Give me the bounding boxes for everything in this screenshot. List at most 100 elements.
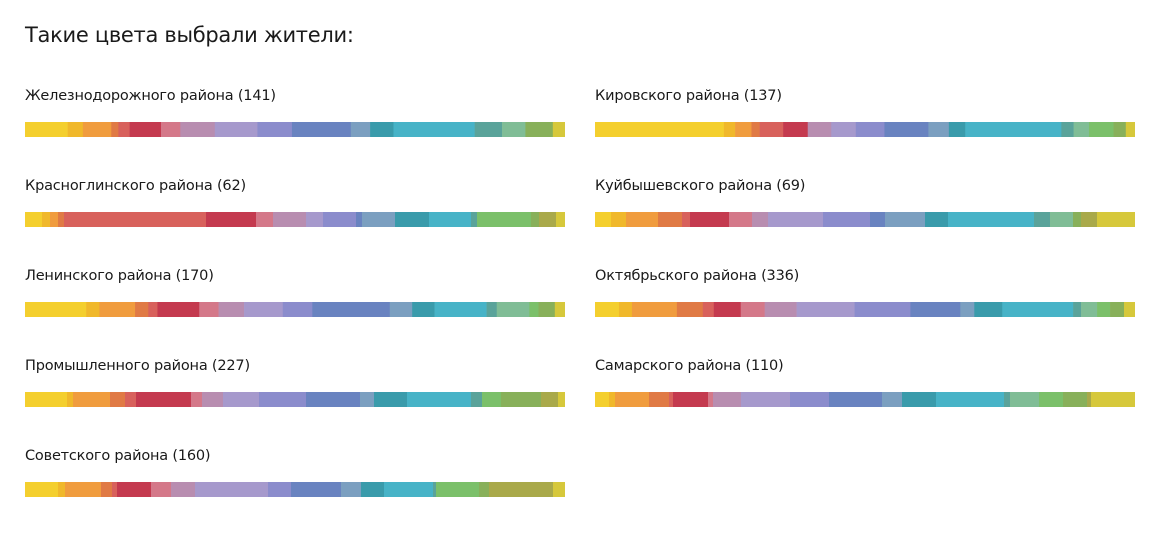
district-item: Промышленного района (227) [25,356,565,407]
color-segment [882,392,903,407]
district-item: Кировского района (137) [595,86,1135,137]
color-segment [259,392,307,407]
color-segment [99,302,136,317]
color-segment [673,392,709,407]
color-segment [1110,302,1125,317]
color-segment [82,122,112,137]
color-segment [855,122,885,137]
color-segment [436,482,480,497]
color-segment [73,392,111,407]
district-item: Советского района (160) [25,446,565,497]
color-segment [1113,122,1127,137]
color-segment [111,122,119,137]
color-segment [1088,122,1114,137]
bar-svg [595,212,1135,227]
color-segment [631,302,678,317]
color-segment [823,212,871,227]
color-distribution-bar [595,392,1135,407]
color-segment [117,482,152,497]
color-segment [67,392,74,407]
color-segment [538,302,556,317]
color-segment [751,122,760,137]
color-segment [1061,122,1074,137]
color-segment [1081,302,1098,317]
color-segment [1097,212,1135,227]
bar-svg [595,122,1135,137]
color-segment [389,302,413,317]
color-segment [531,212,540,227]
bar-svg [595,392,1135,407]
color-segment [67,122,84,137]
district-label: Октябрьского района (336) [595,268,800,284]
color-segment [360,392,375,407]
color-segment [831,122,857,137]
color-segment [218,302,245,317]
color-segment [1039,392,1064,407]
color-segment [1073,212,1082,227]
color-segment [768,212,824,227]
color-segment [101,482,113,497]
color-segment [1125,122,1135,137]
color-distribution-bar [25,482,565,497]
color-segment [796,302,855,317]
color-segment [214,122,258,137]
color-segment [136,392,192,407]
color-segment [407,392,472,407]
color-segment [135,302,149,317]
color-segment [541,392,559,407]
color-segment [374,392,408,407]
color-segment [669,392,674,407]
color-segment [395,212,430,227]
color-distribution-bar [25,212,565,227]
color-segment [393,122,475,137]
color-segment [1073,122,1090,137]
page-title: Такие цвета выбрали жители: [25,23,354,47]
color-segment [477,212,532,227]
color-segment [244,302,284,317]
color-segment [282,302,313,317]
color-segment [1073,302,1082,317]
color-segment [479,482,490,497]
color-segment [273,212,307,227]
color-segment [157,302,200,317]
color-segment [268,482,292,497]
color-segment [434,302,487,317]
color-distribution-bar [595,212,1135,227]
color-segment [50,212,59,227]
color-segment [595,392,610,407]
color-segment [370,122,394,137]
color-distribution-bar [595,122,1135,137]
color-segment [618,302,633,317]
color-segment [306,392,361,407]
color-segment [429,212,472,227]
color-segment [974,302,1003,317]
color-segment [790,392,830,407]
color-segment [202,392,224,407]
district-item: Куйбышевского района (69) [595,176,1135,227]
color-distribution-bar [25,302,565,317]
color-segment [1050,212,1074,227]
bar-svg [25,212,565,227]
district-label: Кировского района (137) [595,88,782,104]
color-segment [626,212,659,227]
color-segment [807,122,832,137]
color-segment [323,212,357,227]
color-distribution-bar [595,302,1135,317]
district-label: Самарского района (110) [595,358,784,374]
color-segment [362,212,396,227]
color-segment [195,482,269,497]
color-segment [25,122,68,137]
color-segment [1097,302,1111,317]
color-segment [482,392,502,407]
color-segment [690,212,730,227]
color-segment [110,392,126,407]
color-segment [925,212,949,227]
color-segment [112,482,118,497]
color-distribution-bar [25,392,565,407]
color-segment [759,122,784,137]
color-segment [471,212,478,227]
bar-svg [25,122,565,137]
color-segment [191,392,203,407]
color-segment [965,122,1062,137]
color-segment [885,212,926,227]
